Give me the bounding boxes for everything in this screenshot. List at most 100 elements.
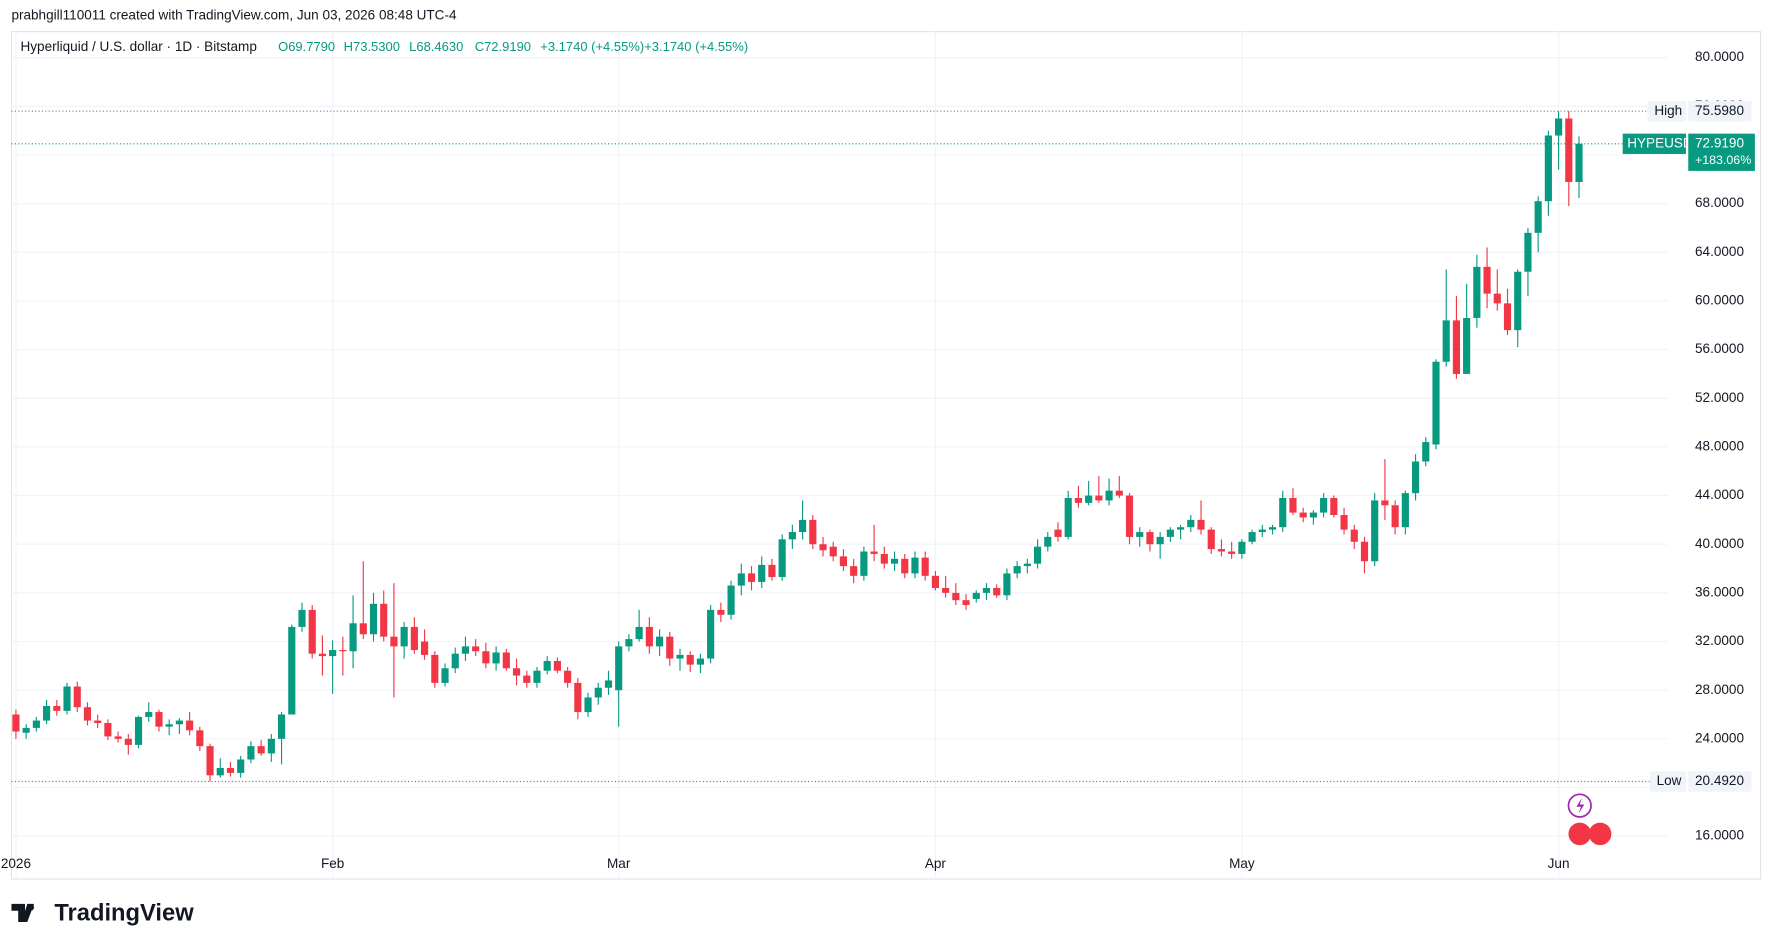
candle-body — [1238, 541, 1246, 554]
candle-body — [533, 670, 541, 683]
candle-body — [553, 660, 561, 671]
chart-title: Hyperliquid / U.S. dollar · 1D · Bitstam… — [20, 39, 256, 54]
x-tick-label: Mar — [607, 856, 631, 871]
candle-body — [594, 687, 602, 698]
logo: TradingView — [11, 900, 194, 926]
candle-body — [1013, 566, 1021, 574]
candle-body — [564, 670, 572, 683]
candle-body — [1064, 497, 1072, 537]
candle-body — [1187, 519, 1195, 528]
candle-body — [625, 639, 633, 647]
candle-body — [1534, 201, 1542, 233]
candle-body — [32, 720, 40, 728]
candle-body — [819, 544, 827, 551]
candle-body — [502, 652, 510, 669]
candle-body — [1054, 529, 1062, 537]
candle-body — [512, 668, 521, 676]
candle-body — [1299, 512, 1307, 518]
candle-body — [1555, 118, 1563, 136]
candle-body — [890, 558, 899, 564]
candle-body — [1136, 532, 1144, 537]
candle-body — [145, 712, 153, 717]
candle-body — [318, 653, 327, 657]
candle-body — [400, 626, 408, 647]
candle-body — [850, 566, 858, 576]
candle-body — [982, 588, 991, 593]
candle-body — [860, 551, 868, 576]
candle-body — [441, 668, 449, 683]
candle-body — [1115, 490, 1123, 496]
high-label: High — [1654, 103, 1682, 118]
candle-body — [73, 686, 81, 708]
price-box — [1688, 133, 1755, 171]
candle-body — [952, 592, 960, 601]
candle-body — [993, 588, 1001, 596]
legend-value: L68.4630 — [409, 39, 463, 54]
candle-body — [472, 646, 480, 652]
candle-body — [369, 603, 378, 635]
candle-body — [237, 759, 245, 773]
x-tick-label: 2026 — [1, 856, 31, 871]
candle-body — [53, 705, 61, 711]
candle-body — [696, 658, 705, 665]
y-tick-label: 60.0000 — [1695, 293, 1744, 308]
candle-body — [380, 603, 388, 637]
candle-body — [390, 636, 398, 647]
candle-body — [482, 651, 490, 664]
candle-body — [1565, 118, 1573, 182]
candle-body — [1105, 490, 1113, 501]
legend-value: C72.9190 — [475, 39, 531, 54]
candle-body — [1074, 497, 1083, 503]
candle-body — [543, 660, 551, 671]
candle-body — [1320, 497, 1328, 513]
candle-body — [492, 652, 500, 664]
symbol-box — [1622, 133, 1686, 154]
candle-body — [1544, 135, 1552, 202]
candle-body — [584, 697, 592, 713]
candle-body — [1258, 529, 1266, 533]
candle-body — [421, 641, 429, 655]
candle-body — [410, 626, 418, 651]
y-tick-label: 16.0000 — [1695, 828, 1744, 843]
candle-body — [134, 716, 143, 745]
candle-body — [1248, 532, 1256, 542]
candle-body — [186, 720, 194, 731]
candle-body — [22, 727, 30, 733]
candle-body — [727, 585, 735, 615]
grid — [11, 31, 1668, 880]
y-tick-label: 24.0000 — [1695, 730, 1744, 745]
candle-body — [1524, 232, 1532, 272]
candle-body — [1003, 573, 1011, 596]
candle-body — [1228, 551, 1236, 554]
candle-body — [1401, 493, 1409, 528]
candle-body — [1217, 549, 1226, 552]
plot — [11, 110, 1684, 783]
candle-body — [196, 730, 204, 747]
candle-body — [686, 654, 694, 665]
candle-body — [788, 532, 796, 540]
candle-body — [12, 714, 20, 732]
candle-body — [1044, 536, 1052, 547]
candle-body — [676, 654, 684, 659]
candle-body — [308, 609, 316, 654]
candle-body — [1411, 461, 1420, 494]
candle-body — [778, 539, 786, 578]
low-label: Low — [1657, 773, 1682, 788]
y-tick-label: 32.0000 — [1695, 633, 1744, 648]
candle-body — [298, 609, 306, 627]
candle-body — [799, 519, 807, 533]
y-tick-label: 36.0000 — [1695, 584, 1744, 599]
candle-body — [1503, 303, 1512, 331]
legend: O69.7790 H73.5300 L68.4630 C72.9190 +3.1740 … — [278, 39, 748, 54]
candle-body — [83, 707, 92, 721]
candle-body — [339, 650, 347, 652]
candle-body — [461, 646, 470, 654]
x-tick-label: Apr — [925, 856, 947, 871]
candle-body — [707, 609, 715, 659]
candle-body — [226, 768, 235, 773]
candle-body — [809, 519, 817, 545]
candle-body — [114, 736, 122, 739]
candle-body — [1033, 546, 1042, 564]
candle-body — [155, 712, 163, 727]
candle-body — [880, 553, 888, 564]
